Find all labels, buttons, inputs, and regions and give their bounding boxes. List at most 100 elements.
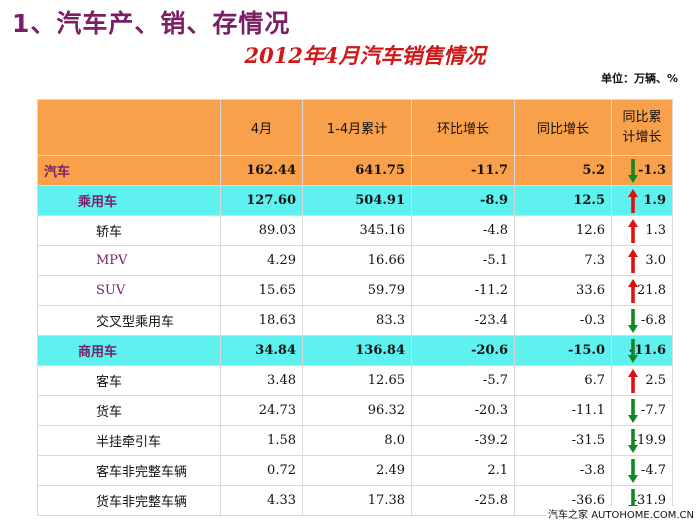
row-name: 客车 [37,365,221,396]
table-row: 轿车 89.03 345.16 -4.8 12.6 1.3 [37,215,673,246]
cell-yoy-cumulative-growth: 21.8 [611,275,673,306]
cell-cumulative: 345.16 [302,215,412,246]
header-cell-name [37,99,221,156]
arrow-up-icon [628,219,638,243]
cell-cumulative: 641.75 [302,155,412,186]
cell-mom-growth: -25.8 [411,485,515,516]
ycum-value: 1.3 [645,223,666,238]
table-row: 货车 24.73 96.32 -20.3 -11.1 -7.7 [37,395,673,426]
row-name: MPV [37,245,221,276]
cell-april: 4.33 [220,485,303,516]
cell-cumulative: 504.91 [302,185,412,216]
ycum-value: 2.5 [645,373,666,388]
section-title: 1、汽车产、销、存情况 [12,9,291,38]
cell-cumulative: 16.66 [302,245,412,276]
table-header-row: 4月 1-4月累计 环比增长 同比增长 同比累计增长 [37,99,673,156]
cell-april: 1.58 [220,425,303,456]
ycum-value: -19.9 [632,433,666,448]
cell-yoy-cumulative-growth: -6.8 [611,305,673,336]
header: 1、汽车产、销、存情况 2012年4月汽车销售情况 单位：万辆、% [0,0,700,100]
row-name: 乘用车 [37,185,221,216]
cell-mom-growth: -11.2 [411,275,515,306]
table-body: 汽车 162.44 641.75 -11.7 5.2 -1.3 乘用车 127.60 504.9… [37,155,673,516]
cell-mom-growth: 2.1 [411,455,515,486]
table-row: MPV 4.29 16.66 -5.1 7.3 3.0 [37,245,673,276]
cell-mom-growth: -5.1 [411,245,515,276]
cell-yoy-cumulative-growth: -7.7 [611,395,673,426]
cell-april: 24.73 [220,395,303,426]
cell-mom-growth: -11.7 [411,155,515,186]
ycum-value: 21.8 [637,283,666,298]
ycum-value: -6.8 [640,313,666,328]
cell-april: 89.03 [220,215,303,246]
table-row: 客车 3.48 12.65 -5.7 6.7 2.5 [37,365,673,396]
cell-yoy-cumulative-growth: -1.3 [611,155,673,186]
cell-april: 3.48 [220,365,303,396]
cell-april: 0.72 [220,455,303,486]
ycum-value: -11.6 [628,343,666,358]
row-name: 客车非完整车辆 [37,455,221,486]
cell-yoy-growth: 6.7 [514,365,612,396]
cell-yoy-cumulative-growth: -11.6 [611,335,673,366]
row-name: 汽车 [37,155,221,186]
sales-table: 4月 1-4月累计 环比增长 同比增长 同比累计增长 汽车 162.44 641.7… [37,99,673,516]
row-name: 交叉型乘用车 [37,305,221,336]
cell-april: 4.29 [220,245,303,276]
cell-mom-growth: -39.2 [411,425,515,456]
ycum-value: -7.7 [640,403,666,418]
ycum-value: -1.3 [637,163,666,178]
row-name: 半挂牵引车 [37,425,221,456]
table-row: 商用车 34.84 136.84 -20.6 -15.0 -11.6 [37,335,673,366]
cell-cumulative: 12.65 [302,365,412,396]
ycum-value: 3.0 [645,253,666,268]
arrow-up-icon [628,279,638,303]
cell-yoy-cumulative-growth: -4.7 [611,455,673,486]
cell-april: 15.65 [220,275,303,306]
row-name: 轿车 [37,215,221,246]
ycum-value: -31.9 [632,493,666,508]
cell-april: 34.84 [220,335,303,366]
cell-april: 127.60 [220,185,303,216]
cell-yoy-cumulative-growth: 3.0 [611,245,673,276]
cell-yoy-growth: -3.8 [514,455,612,486]
cell-yoy-cumulative-growth: 1.3 [611,215,673,246]
table-row: 客车非完整车辆 0.72 2.49 2.1 -3.8 -4.7 [37,455,673,486]
table-row: SUV 15.65 59.79 -11.2 33.6 21.8 [37,275,673,306]
table-row: 乘用车 127.60 504.91 -8.9 12.5 1.9 [37,185,673,216]
header-cell-mom-growth: 环比增长 [411,99,515,156]
row-name: 货车非完整车辆 [37,485,221,516]
table-row: 汽车 162.44 641.75 -11.7 5.2 -1.3 [37,155,673,186]
header-cell-april: 4月 [220,99,303,156]
cell-yoy-growth: -31.5 [514,425,612,456]
table-row: 半挂牵引车 1.58 8.0 -39.2 -31.5 -19.9 [37,425,673,456]
cell-mom-growth: -23.4 [411,305,515,336]
arrow-down-icon [628,309,638,333]
arrow-down-icon [628,429,638,453]
cell-yoy-cumulative-growth: 2.5 [611,365,673,396]
cell-yoy-growth: 7.3 [514,245,612,276]
cell-mom-growth: -20.3 [411,395,515,426]
arrow-up-icon [628,249,638,273]
cell-cumulative: 83.3 [302,305,412,336]
main-title: 2012年4月汽车销售情况 [244,43,486,68]
arrow-up-icon [628,369,638,393]
arrow-down-icon [628,339,638,363]
cell-april: 18.63 [220,305,303,336]
cell-cumulative: 8.0 [302,425,412,456]
table-row: 交叉型乘用车 18.63 83.3 -23.4 -0.3 -6.8 [37,305,673,336]
unit-label: 单位：万辆、% [600,72,678,85]
cell-april: 162.44 [220,155,303,186]
ycum-value: 1.9 [643,193,666,208]
cell-cumulative: 96.32 [302,395,412,426]
arrow-down-icon [628,459,638,483]
row-name: 货车 [37,395,221,426]
cell-mom-growth: -4.8 [411,215,515,246]
cell-cumulative: 59.79 [302,275,412,306]
header-cell-cumulative: 1-4月累计 [302,99,412,156]
cell-yoy-growth: 12.6 [514,215,612,246]
arrow-down-icon [628,159,638,183]
cell-cumulative: 136.84 [302,335,412,366]
row-name: 商用车 [37,335,221,366]
cell-mom-growth: -5.7 [411,365,515,396]
table-row: 货车非完整车辆 4.33 17.38 -25.8 -36.6 -31.9 [37,485,673,516]
